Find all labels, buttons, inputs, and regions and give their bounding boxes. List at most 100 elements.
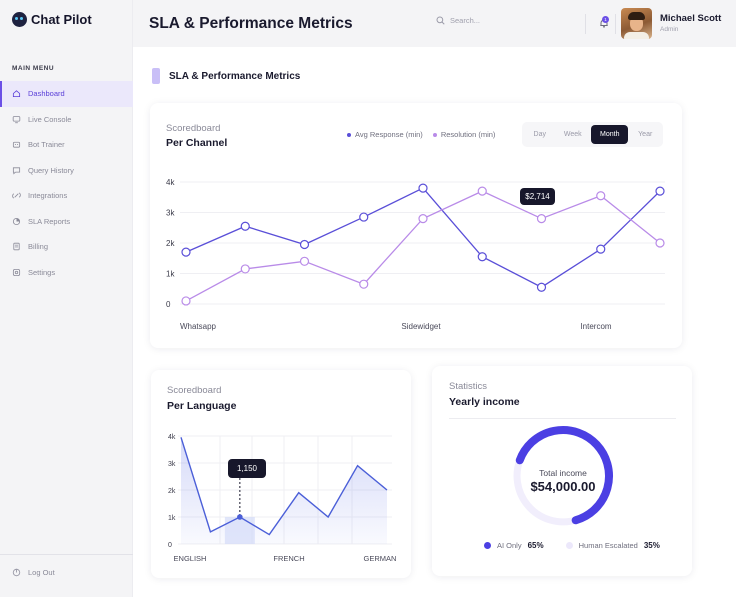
sidebar-item-label: Query History <box>28 165 74 175</box>
legend-avg-response: Avg Response (min) <box>347 130 423 139</box>
legend-resolution: Resolution (min) <box>432 130 496 139</box>
language-card-title: Per Language <box>167 400 237 412</box>
user-name[interactable]: Michael Scott <box>660 13 722 24</box>
sidebar-item-dashboard[interactable]: Dashboard <box>0 81 133 107</box>
data-point <box>655 238 665 248</box>
avatar-hair <box>628 12 645 20</box>
logout-icon <box>12 568 21 577</box>
y-tick-label: 3k <box>168 461 176 468</box>
data-point <box>181 247 191 257</box>
search-icon <box>436 16 445 25</box>
income-card-subtitle: Statistics <box>449 381 488 392</box>
data-point <box>536 282 547 292</box>
sidebar-menu: Dashboard Live Console Bot Trainer Query Hi… <box>0 81 133 285</box>
area-fill <box>181 437 387 544</box>
app-logo[interactable]: Chat Pilot <box>12 12 92 27</box>
y-tick-label: 4k <box>166 178 175 187</box>
series-line <box>180 437 388 536</box>
channel-tooltip: $2,714 <box>520 188 555 205</box>
header-divider <box>615 14 616 34</box>
language-card-subtitle: Scoredboard <box>167 385 222 396</box>
data-point <box>181 296 191 306</box>
home-icon <box>12 89 21 98</box>
avatar-shirt <box>624 32 649 39</box>
range-year-button[interactable]: Year <box>638 131 653 138</box>
y-tick-label: 3k <box>166 209 175 218</box>
legend-dot <box>484 542 491 549</box>
search-placeholder: Search... <box>450 16 481 25</box>
sidebar-item-sla-reports[interactable]: SLA Reports <box>0 209 133 235</box>
main-menu-label: MAIN MENU <box>12 65 55 72</box>
total-income-value: $54,000.00 <box>530 479 596 494</box>
chart-icon <box>12 217 21 226</box>
series-line <box>185 187 661 288</box>
data-point <box>477 186 487 196</box>
income-card-title: Yearly income <box>449 396 520 408</box>
channel-legend: Avg Response (min) Resolution (min) <box>347 130 495 139</box>
x-tick-label: FRENCH <box>273 554 304 563</box>
income-card-divider <box>449 418 676 419</box>
data-point <box>477 252 487 262</box>
sidebar-item-label: Bot Trainer <box>28 140 65 150</box>
channel-card-subtitle: Scoredboard <box>166 123 221 134</box>
series-line <box>185 190 661 302</box>
x-tick-label: ENGLISH <box>174 554 207 563</box>
logout-label: Log Out <box>28 568 55 577</box>
data-point <box>299 239 310 250</box>
sidebar-item-settings[interactable]: Settings <box>0 260 133 286</box>
y-tick-label: 0 <box>168 542 172 549</box>
data-point <box>655 186 665 196</box>
y-tick-label: 2k <box>168 488 176 495</box>
y-tick-label: 4k <box>168 434 176 441</box>
sidebar-item-label: Live Console <box>28 114 72 124</box>
sidebar-item-live-console[interactable]: Live Console <box>0 107 133 133</box>
range-day-button[interactable]: Day <box>533 131 546 138</box>
data-point <box>418 214 428 224</box>
range-week-button[interactable]: Week <box>563 131 582 138</box>
sidebar-item-label: Billing <box>28 242 49 252</box>
plug-icon <box>12 191 21 200</box>
range-month-button[interactable]: Month <box>591 125 629 144</box>
data-point <box>536 214 547 224</box>
sidebar-item-bot-trainer[interactable]: Bot Trainer <box>0 132 133 158</box>
monitor-icon <box>12 115 21 124</box>
time-range-selector: Day Week Month Year <box>522 122 663 147</box>
data-point <box>240 264 250 274</box>
data-point <box>299 256 310 266</box>
data-point <box>359 279 369 289</box>
y-tick-label: 0 <box>166 300 171 309</box>
y-tick-label: 1k <box>168 515 176 522</box>
x-tick-label: Whatsapp <box>180 322 217 331</box>
sidebar-divider <box>0 554 133 555</box>
section-title: SLA & Performance Metrics <box>152 68 300 84</box>
app-name: Chat Pilot <box>31 12 92 27</box>
search-input[interactable]: Search... <box>436 16 480 25</box>
highlight-point <box>237 514 243 520</box>
highlight-band <box>224 517 255 544</box>
sidebar-item-billing[interactable]: Billing <box>0 234 133 260</box>
top-header: SLA & Performance Metrics Search... 1 Mi… <box>133 0 736 47</box>
legend-label: Avg Response (min) <box>355 130 423 139</box>
user-role: Admin <box>660 26 679 33</box>
page-title: SLA & Performance Metrics <box>149 15 353 32</box>
sidebar: Chat Pilot MAIN MENU Dashboard Live Conso… <box>0 0 133 597</box>
legend-label: AI Only <box>497 541 522 550</box>
sidebar-item-label: Integrations <box>28 191 68 201</box>
legend-dot <box>432 132 437 137</box>
sidebar-item-query-history[interactable]: Query History <box>0 158 133 184</box>
logout-button[interactable]: Log Out <box>12 568 55 577</box>
total-income-label: Total income <box>539 468 587 478</box>
data-point <box>359 212 369 222</box>
channel-card-title: Per Channel <box>166 137 228 149</box>
legend-dot <box>565 542 573 549</box>
legend-dot <box>347 132 351 137</box>
language-tooltip: 1,150 <box>228 459 266 478</box>
robot-logo-icon <box>12 12 27 27</box>
sidebar-item-label: SLA Reports <box>28 216 71 226</box>
sidebar-item-integrations[interactable]: Integrations <box>0 183 133 209</box>
income-legend: AI Only 65% Human Escalated 35% <box>484 541 660 550</box>
x-tick-label: Intercom <box>580 322 611 331</box>
legend-label: Resolution (min) <box>440 130 496 139</box>
data-point <box>418 183 428 193</box>
avatar[interactable] <box>621 8 652 39</box>
